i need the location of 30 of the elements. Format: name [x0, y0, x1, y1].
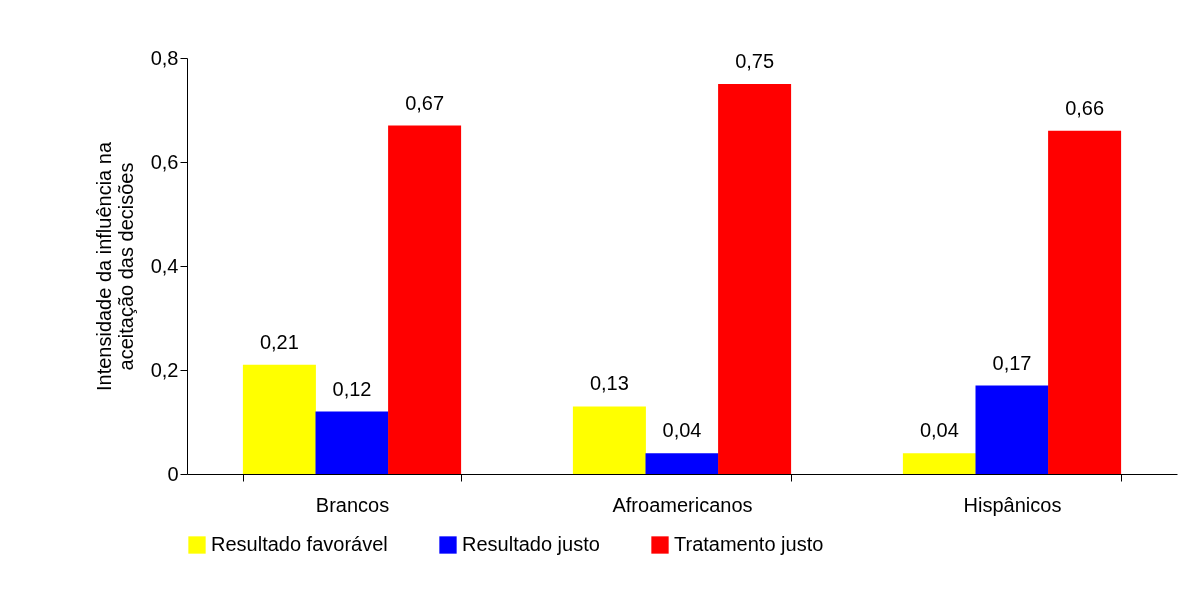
- data-label: 0,17: [992, 351, 1032, 374]
- bar: [1048, 130, 1122, 474]
- data-label: 0,21: [259, 330, 299, 353]
- data-label: 0,04: [662, 419, 702, 442]
- bar: [718, 84, 792, 474]
- bar: [388, 125, 462, 474]
- y-axis-title: Intensidade da influência na aceitação das decisões: [92, 141, 137, 392]
- bar: [242, 364, 316, 474]
- bar: [902, 453, 976, 474]
- bar: [572, 406, 646, 474]
- x-tick-label: Afroamericanos: [612, 493, 753, 516]
- y-tick-label: 0,2: [150, 358, 179, 381]
- y-tick-label: 0,4: [150, 254, 179, 277]
- data-label: 0,75: [735, 50, 775, 72]
- x-tick-label: Brancos: [315, 493, 390, 516]
- bar: [975, 385, 1049, 474]
- bar: [315, 411, 389, 474]
- data-label: 0,04: [919, 419, 959, 442]
- y-tick-label: 0,8: [150, 46, 179, 69]
- data-label: 0,13: [589, 372, 629, 395]
- data-label: 0,12: [332, 377, 372, 400]
- y-tick-label: 0: [167, 462, 179, 485]
- data-label: 0,67: [405, 91, 445, 114]
- data-label: 0,66: [1065, 96, 1105, 119]
- legend-label: Resultado justo: [462, 533, 600, 555]
- legend-label: Resultado favorável: [211, 533, 388, 555]
- legend-label: Tratamento justo: [674, 533, 824, 555]
- y-tick-label: 0,6: [150, 150, 179, 173]
- bar: [645, 453, 719, 474]
- x-tick-label: Hispânicos: [963, 493, 1062, 516]
